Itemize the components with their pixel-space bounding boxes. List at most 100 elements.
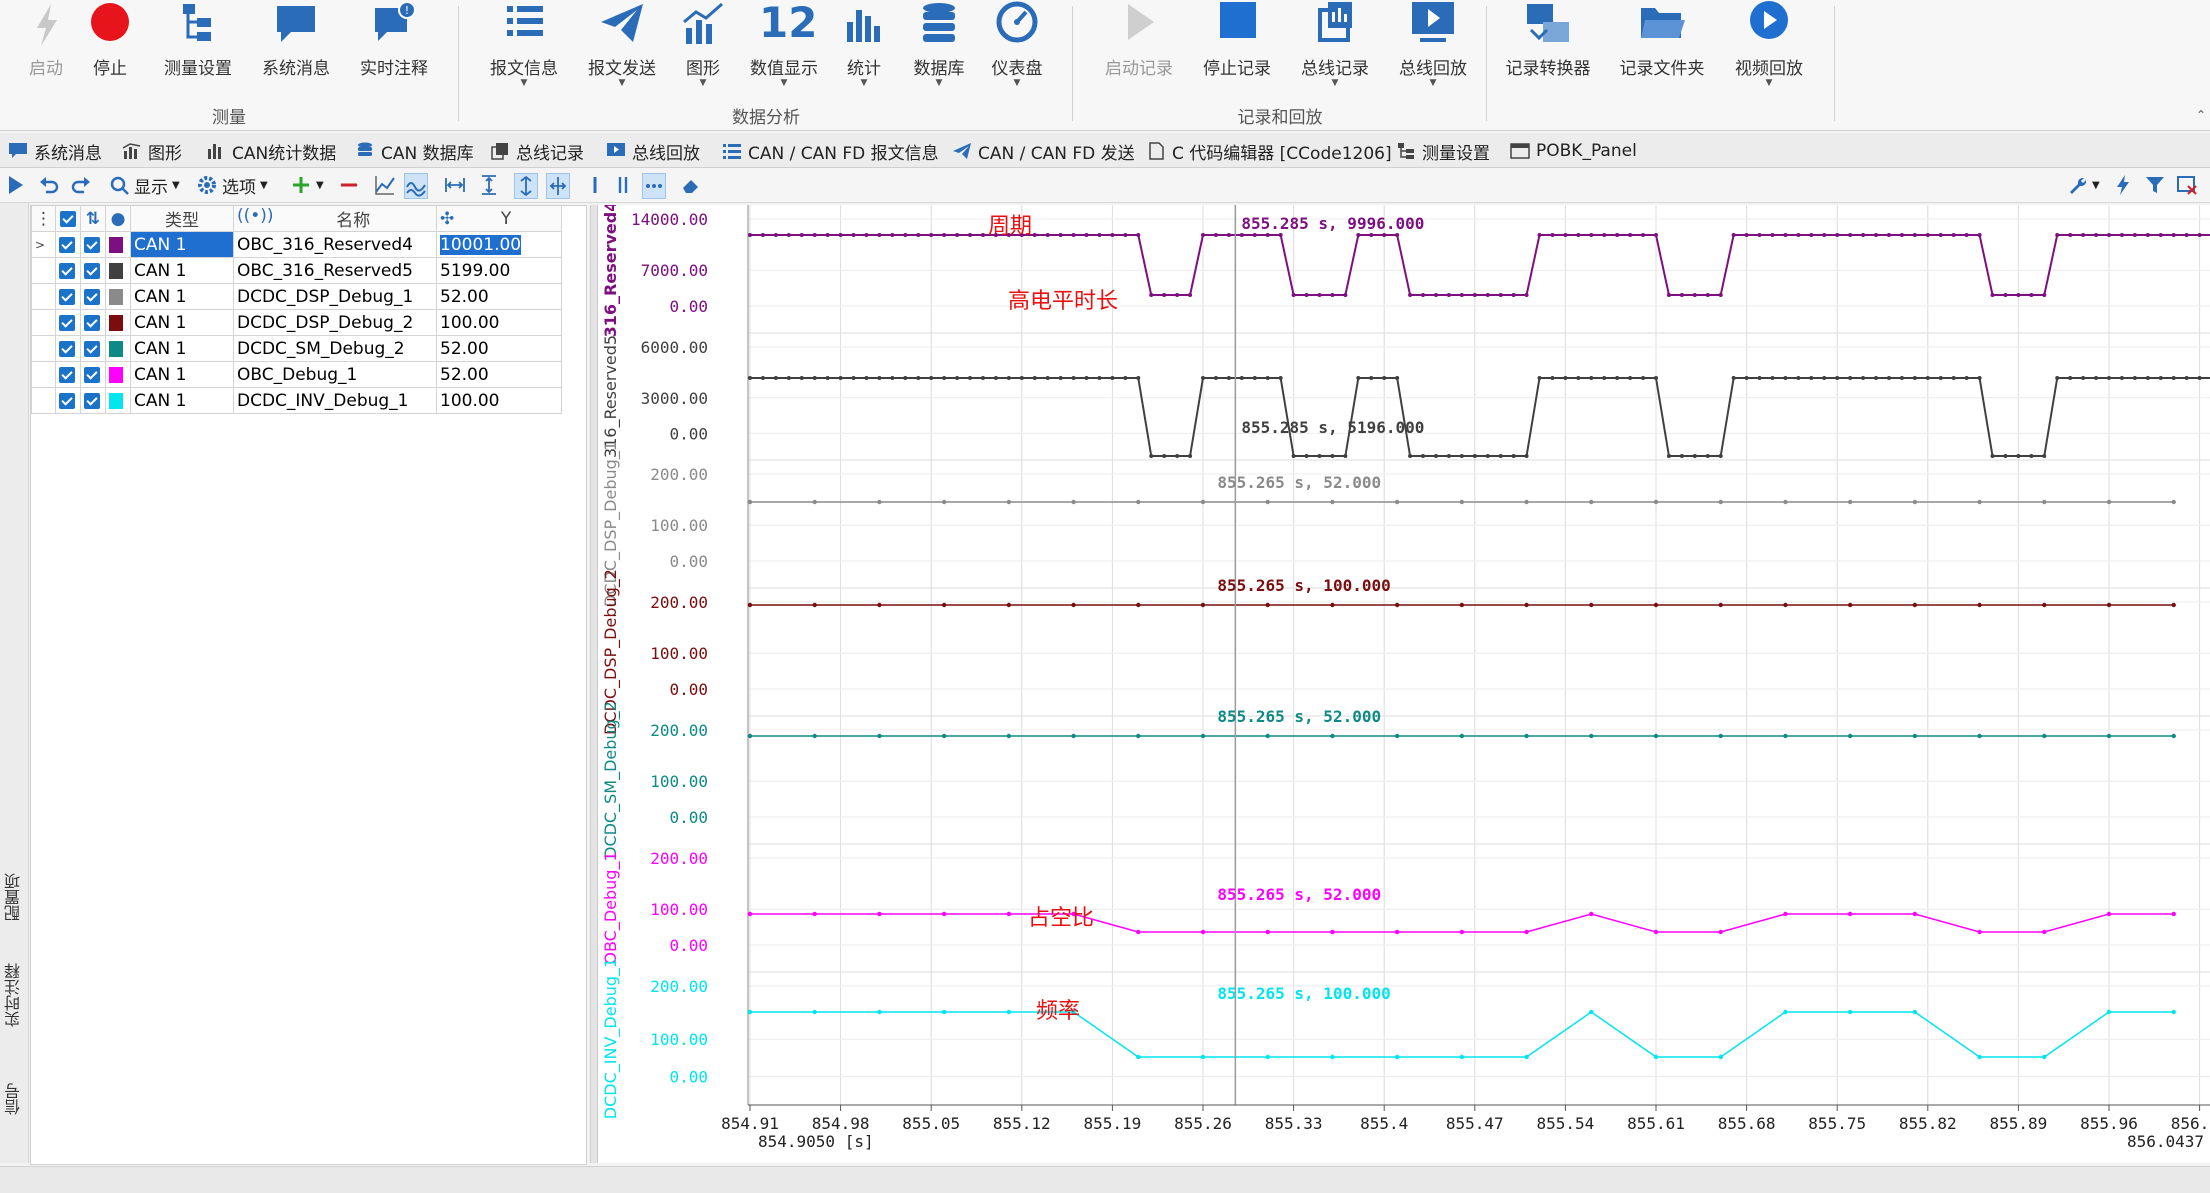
color-swatch[interactable] <box>105 387 131 414</box>
row-handle[interactable] <box>31 257 56 284</box>
stop-button[interactable]: 停止 <box>82 0 138 100</box>
signal-row[interactable]: CAN 1 DCDC_SM_Debug_2 52.00 <box>31 335 562 362</box>
start-button[interactable]: 启动 <box>18 0 74 100</box>
visible-column-header[interactable] <box>55 206 81 232</box>
signal-row[interactable]: > CAN 1 OBC_316_Reserved4 10001.00 <box>31 231 562 258</box>
rail-annotation-tab[interactable]: 实时注释 <box>4 963 23 1027</box>
tab-can-database[interactable]: CAN 数据库 <box>355 138 474 164</box>
filter-button[interactable] <box>2144 173 2166 197</box>
visible-checkbox[interactable] <box>55 335 81 362</box>
visible-checkbox[interactable] <box>55 231 81 258</box>
color-swatch[interactable] <box>105 309 131 336</box>
line-mode-button[interactable] <box>374 173 396 197</box>
realtime-annotation-button[interactable]: ! 实时注释 <box>354 0 434 100</box>
tab-bus-replay[interactable]: 总线回放 <box>606 138 700 164</box>
rail-config-tab[interactable]: 配置项 <box>4 873 23 921</box>
eraser-button[interactable] <box>680 173 702 197</box>
remove-signal-button[interactable] <box>338 173 360 197</box>
signal-row[interactable]: CAN 1 DCDC_INV_Debug_1 100.00 <box>31 387 562 414</box>
tools-menu[interactable]: ▼ <box>2066 173 2100 197</box>
redo-button[interactable] <box>70 173 92 197</box>
sort-column-header[interactable]: ⇅ <box>80 206 106 232</box>
dropdown-arrow-icon[interactable]: ▼ <box>699 78 707 88</box>
name-column-header[interactable]: ((•)) 名称 <box>233 206 437 232</box>
row-handle[interactable] <box>31 309 56 336</box>
color-swatch[interactable] <box>105 361 131 388</box>
signal-row[interactable]: CAN 1 OBC_Debug_1 52.00 <box>31 361 562 388</box>
tab-system-messages[interactable]: 系统消息 <box>8 138 102 164</box>
visible-checkbox[interactable] <box>55 309 81 336</box>
message-info-button[interactable]: 报文信息 ▼ <box>484 0 564 100</box>
visible-checkbox[interactable] <box>55 361 81 388</box>
numeric-display-button[interactable]: 12 数值显示 ▼ <box>744 0 824 100</box>
color-swatch[interactable] <box>105 257 131 284</box>
more-button[interactable] <box>642 173 666 199</box>
lock-checkbox[interactable] <box>80 231 106 258</box>
tab-measurement-setup[interactable]: 测量设置 <box>1396 138 1490 164</box>
message-send-button[interactable]: 报文发送 ▼ <box>582 0 662 100</box>
lock-checkbox[interactable] <box>80 387 106 414</box>
statistics-button[interactable]: 统计 ▼ <box>834 0 894 100</box>
visible-checkbox[interactable] <box>55 257 81 284</box>
ribbon-collapse-icon[interactable]: ⌃ <box>2196 108 2207 122</box>
log-converter-button[interactable]: 记录转换器 <box>1500 0 1596 100</box>
dropdown-arrow-icon[interactable]: ▼ <box>1331 78 1339 88</box>
row-handle[interactable] <box>31 387 56 414</box>
panel-splitter[interactable] <box>590 205 598 1163</box>
tab-can-send[interactable]: CAN / CAN FD 发送 <box>952 138 1135 164</box>
log-folder-button[interactable]: 记录文件夹 <box>1614 0 1710 100</box>
color-column-header[interactable]: ● <box>105 206 131 232</box>
tab-bus-logging[interactable]: 总线记录 <box>490 138 584 164</box>
lock-checkbox[interactable] <box>80 309 106 336</box>
fit-y-button[interactable] <box>478 173 500 197</box>
color-swatch[interactable] <box>105 335 131 362</box>
system-messages-button[interactable]: 系统消息 <box>256 0 336 100</box>
database-button[interactable]: 数据库 ▼ <box>904 0 974 100</box>
tab-c-code-editor[interactable]: C 代码编辑器 [CCode1206] <box>1146 138 1392 164</box>
start-recording-button[interactable]: 启动记录 <box>1098 0 1180 100</box>
row-handle[interactable] <box>31 361 56 388</box>
graph-button[interactable]: 图形 ▼ <box>670 0 736 100</box>
diff-cursor-button[interactable] <box>546 173 570 199</box>
single-cursor-button[interactable] <box>584 173 606 197</box>
row-handle[interactable] <box>31 335 56 362</box>
lock-checkbox[interactable] <box>80 283 106 310</box>
signal-row[interactable]: CAN 1 DCDC_DSP_Debug_1 52.00 <box>31 283 562 310</box>
rail-signal-tab[interactable]: 信号 <box>4 1083 23 1115</box>
tab-can-message-info[interactable]: CAN / CAN FD 报文信息 <box>722 138 939 164</box>
clear-filter-button[interactable] <box>2176 173 2198 197</box>
lock-checkbox[interactable] <box>80 257 106 284</box>
undo-button[interactable] <box>38 173 60 197</box>
cursor-mode-button[interactable] <box>514 173 538 199</box>
dropdown-arrow-icon[interactable]: ▼ <box>618 78 626 88</box>
trigger-button[interactable] <box>2112 173 2134 197</box>
dropdown-arrow-icon[interactable]: ▼ <box>860 78 868 88</box>
bus-logging-button[interactable]: 总线记录 ▼ <box>1294 0 1376 100</box>
graph-window[interactable]: 14000.00 7000.00 0.00 316_Reserved4 6000.00 3… <box>598 205 2210 1163</box>
dropdown-arrow-icon[interactable]: ▼ <box>780 78 788 88</box>
video-replay-button[interactable]: 视频回放 ▼ <box>1728 0 1810 100</box>
tab-pobk-panel[interactable]: POBK_Panel <box>1510 138 1637 164</box>
color-swatch[interactable] <box>105 231 131 258</box>
dashboard-button[interactable]: 仪表盘 ▼ <box>984 0 1050 100</box>
dropdown-arrow-icon[interactable]: ▼ <box>520 78 528 88</box>
run-button[interactable] <box>4 173 26 197</box>
lock-checkbox[interactable] <box>80 361 106 388</box>
tab-graph[interactable]: 图形 <box>122 138 182 164</box>
options-menu[interactable]: 选项 ▼ <box>196 173 268 198</box>
bus-replay-button[interactable]: 总线回放 ▼ <box>1392 0 1474 100</box>
double-cursor-button[interactable] <box>612 173 634 197</box>
lock-checkbox[interactable] <box>80 335 106 362</box>
y-column-header[interactable]: ✣ Y <box>436 206 562 232</box>
add-signal-button[interactable]: ▼ <box>290 173 324 197</box>
dropdown-arrow-icon[interactable]: ▼ <box>1765 78 1773 88</box>
display-menu[interactable]: 显示 ▼ <box>108 173 180 198</box>
row-handle[interactable] <box>31 283 56 310</box>
visible-checkbox[interactable] <box>55 387 81 414</box>
dropdown-arrow-icon[interactable]: ▼ <box>935 78 943 88</box>
signal-row[interactable]: CAN 1 DCDC_DSP_Debug_2 100.00 <box>31 309 562 336</box>
type-column-header[interactable]: 类型 <box>130 206 234 232</box>
multi-lane-button[interactable] <box>404 173 428 199</box>
color-swatch[interactable] <box>105 283 131 310</box>
signal-row[interactable]: CAN 1 OBC_316_Reserved5 5199.00 <box>31 257 562 284</box>
